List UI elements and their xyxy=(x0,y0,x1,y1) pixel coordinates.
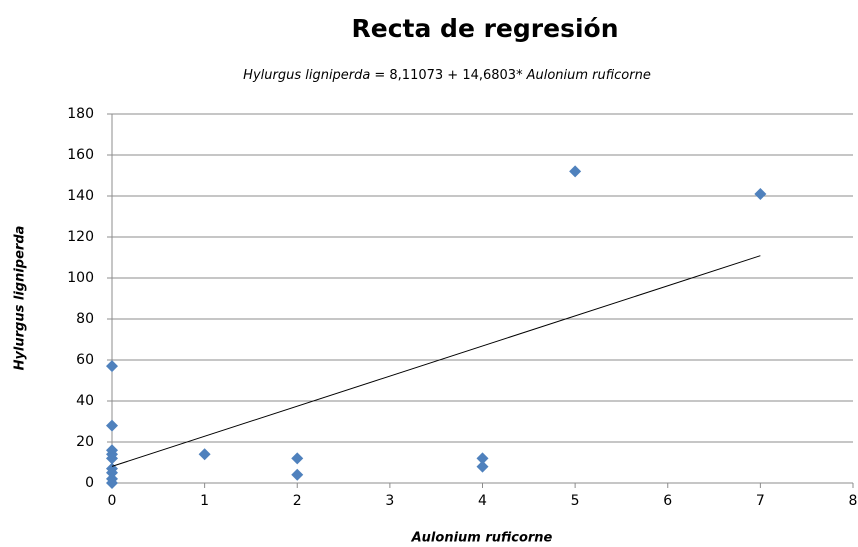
y-tick-label: 160 xyxy=(67,147,94,163)
y-tick-label: 0 xyxy=(85,475,94,491)
y-tick-label: 60 xyxy=(76,352,94,368)
y-tick-label: 20 xyxy=(76,434,94,450)
trendline xyxy=(111,255,761,467)
x-tick-label: 6 xyxy=(663,493,672,509)
subtitle-part: Hylurgus ligniperda xyxy=(243,68,370,83)
y-tick-label: 140 xyxy=(67,188,94,204)
y-tick-label: 80 xyxy=(76,311,94,327)
x-tick-label: 4 xyxy=(478,493,487,509)
y-tick-label: 100 xyxy=(67,270,94,286)
data-point xyxy=(291,452,304,465)
x-tick-label: 2 xyxy=(293,493,302,509)
data-point xyxy=(106,477,118,489)
subtitle-part: = 8,11073 + 14,6803* xyxy=(374,68,523,83)
y-tick-label: 180 xyxy=(67,106,94,122)
data-point xyxy=(198,448,211,461)
data-point xyxy=(106,452,118,465)
y-tick-label: 120 xyxy=(67,229,94,245)
data-point xyxy=(106,419,118,432)
chart-subtitle: Hylurgus ligniperda = 8,11073 + 14,6803* A… xyxy=(243,68,651,83)
x-tick-label: 8 xyxy=(849,493,858,509)
data-point xyxy=(106,360,118,373)
data-point xyxy=(754,187,767,200)
x-tick-label: 0 xyxy=(108,493,117,509)
x-tick-label: 7 xyxy=(756,493,765,509)
subtitle-part: Aulonium ruficorne xyxy=(526,68,651,83)
data-point xyxy=(106,466,118,479)
data-point xyxy=(476,452,489,465)
x-axis-label: Aulonium ruficorne xyxy=(411,531,553,546)
chart-title: Recta de regresión xyxy=(352,14,619,43)
x-tick-label: 1 xyxy=(200,493,209,509)
x-tick-label: 3 xyxy=(385,493,394,509)
x-tick-label: 5 xyxy=(571,493,580,509)
data-point xyxy=(569,165,582,178)
data-point xyxy=(476,460,489,473)
y-axis-label: Hylurgus ligniperda xyxy=(13,226,28,371)
data-point xyxy=(291,468,304,481)
y-tick-label: 40 xyxy=(76,393,94,409)
